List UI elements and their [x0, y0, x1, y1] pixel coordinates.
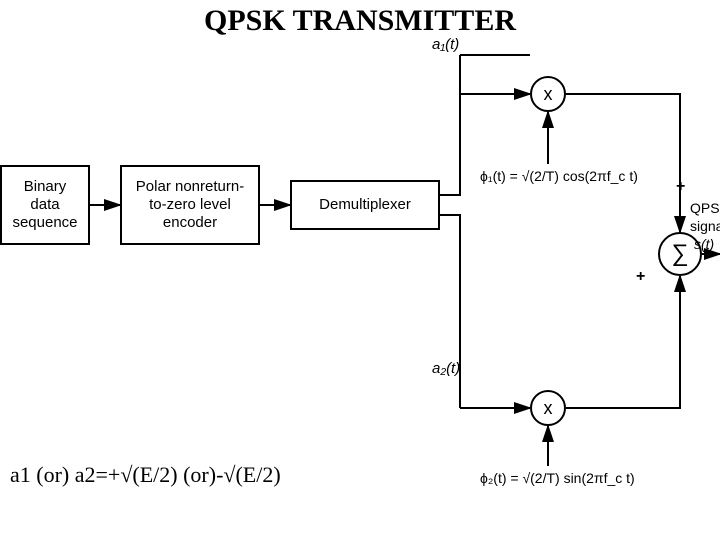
label-a1: a₁(t) — [432, 36, 459, 53]
block-demultiplexer: Demultiplexer — [290, 180, 440, 230]
block-label: Polar nonreturn-to-zero levelencoder — [136, 178, 244, 232]
label-output-qpsk: QPSK — [690, 200, 720, 216]
label-output-signal: signa — [690, 218, 720, 234]
sign-plus-top: + — [676, 178, 685, 196]
block-label: Demultiplexer — [319, 196, 411, 214]
multiplier-top: x — [530, 76, 566, 112]
label-phi1: ϕ₁(t) = √(2/T) cos(2πf_c t) — [480, 168, 638, 184]
multiplier-symbol: x — [544, 84, 553, 105]
label-output-st: s(t) — [694, 236, 714, 252]
multiplier-bottom: x — [530, 390, 566, 426]
sign-plus-bottom: + — [636, 268, 645, 286]
block-binary-data: Binarydatasequence — [0, 165, 90, 245]
label-phi2: ϕ₂(t) = √(2/T) sin(2πf_c t) — [480, 470, 635, 486]
diagram-wires — [0, 0, 720, 540]
caption-equation: a1 (or) a2=+√(E/2) (or)-√(E/2) — [10, 462, 281, 488]
page-title: QPSK TRANSMITTER — [0, 4, 720, 38]
block-label: Binarydatasequence — [12, 178, 77, 232]
summer-symbol: ∑ — [671, 240, 688, 268]
multiplier-symbol: x — [544, 398, 553, 419]
label-a2: a₂(t) — [432, 360, 460, 377]
block-encoder: Polar nonreturn-to-zero levelencoder — [120, 165, 260, 245]
